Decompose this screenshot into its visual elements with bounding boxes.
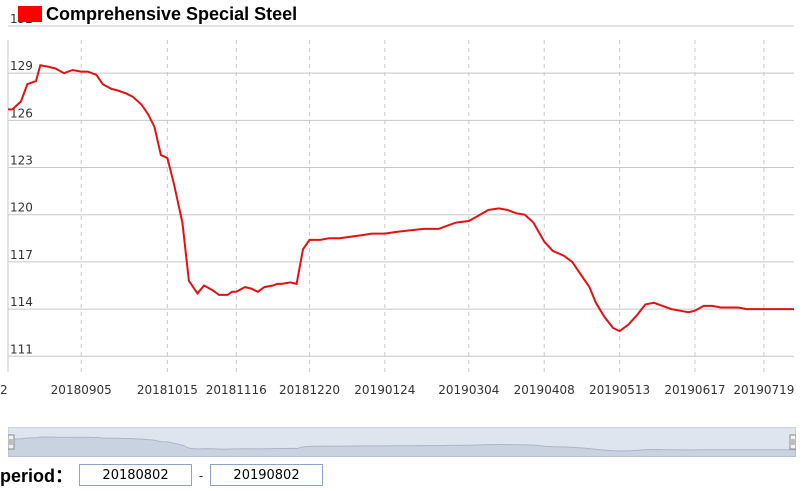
x-tick-label: 20190719: [733, 383, 794, 397]
end-date-input[interactable]: [210, 464, 324, 486]
navigator-series-area: [8, 436, 796, 457]
start-date-input[interactable]: [79, 464, 193, 486]
y-tick-label: 126: [10, 106, 33, 120]
navigator-left-handle[interactable]: [8, 434, 15, 450]
range-navigator[interactable]: [8, 427, 796, 457]
series-line: [8, 64, 794, 333]
chart-header: Comprehensive Special Steel: [18, 2, 297, 26]
y-tick-label: 120: [10, 201, 33, 215]
x-tick-label: 20181220: [279, 383, 340, 397]
x-tick-label: 20190408: [514, 383, 575, 397]
y-axis-ticks: 111114117120123126129132: [10, 12, 33, 356]
grid: [7, 25, 794, 372]
navigator-right-handle[interactable]: [789, 434, 796, 450]
x-tick-label: 2: [0, 383, 8, 397]
legend-swatch[interactable]: [18, 6, 42, 22]
range-separator: -: [198, 467, 204, 483]
y-tick-label: 129: [10, 59, 33, 73]
x-tick-label: 20190513: [589, 383, 650, 397]
y-tick-label: 117: [10, 248, 33, 262]
x-tick-label: 20190617: [664, 383, 725, 397]
x-tick-label: 20180905: [51, 383, 112, 397]
x-tick-label: 20181015: [137, 383, 198, 397]
period-range: period： -: [0, 461, 324, 489]
chart-title: Comprehensive Special Steel: [46, 3, 298, 24]
y-tick-label: 114: [10, 295, 33, 309]
x-tick-label: 20181116: [206, 383, 267, 397]
period-label: period：: [0, 466, 74, 486]
x-tick-label: 20190304: [438, 383, 499, 397]
y-tick-label: 111: [10, 342, 33, 356]
y-tick-label: 123: [10, 154, 33, 168]
x-axis-ticks: 2 20180905 20181015 20181116 20181220 2019012…: [0, 383, 794, 397]
x-tick-label: 20190124: [354, 383, 415, 397]
